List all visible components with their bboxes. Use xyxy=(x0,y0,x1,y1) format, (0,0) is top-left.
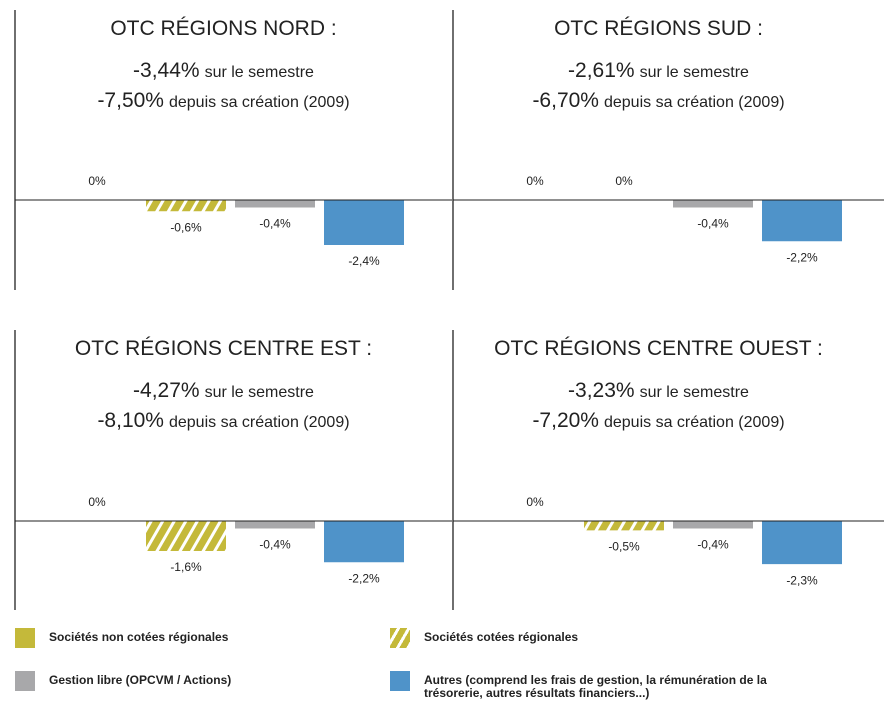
bar xyxy=(146,521,226,551)
stat-text: depuis sa création (2009) xyxy=(169,414,350,431)
data-label: 0% xyxy=(88,495,106,509)
charts: OTC RÉGIONS NORD :-3,44% sur le semestre-… xyxy=(14,10,884,610)
stat-text: sur le semestre xyxy=(640,384,749,401)
data-label: -1,6% xyxy=(170,560,202,574)
stat-line: -7,20% depuis sa création (2009) xyxy=(532,409,784,432)
legend-label: Autres (comprend les frais de gestion, l… xyxy=(424,673,767,700)
chart-title: OTC RÉGIONS SUD : xyxy=(554,17,763,40)
bar xyxy=(584,521,664,531)
legend-item: Sociétés non cotées régionales xyxy=(15,628,355,648)
stat-value: -3,44% xyxy=(133,59,200,82)
bar xyxy=(762,200,842,242)
legend-swatch xyxy=(390,671,410,691)
data-label: -2,2% xyxy=(348,571,380,585)
data-label: 0% xyxy=(526,174,544,188)
stat-line: -8,10% depuis sa création (2009) xyxy=(97,409,349,432)
legend-label: Sociétés cotées régionales xyxy=(424,630,579,644)
stat-line: -7,50% depuis sa création (2009) xyxy=(97,89,349,112)
bar xyxy=(324,521,404,563)
data-label: -0,4% xyxy=(259,538,291,552)
data-label: 0% xyxy=(88,174,106,188)
bar xyxy=(762,521,842,565)
stat-value: -7,50% xyxy=(97,89,164,112)
stat-value: -4,27% xyxy=(133,379,200,402)
bar xyxy=(235,521,315,529)
stat-value: -6,70% xyxy=(532,89,599,112)
stat-line: -4,27% sur le semestre xyxy=(133,379,314,402)
chart-title: OTC RÉGIONS CENTRE EST : xyxy=(75,337,372,360)
bar xyxy=(324,200,404,245)
legend-swatch xyxy=(15,671,35,691)
data-label: -0,4% xyxy=(697,217,729,231)
data-label: -0,6% xyxy=(170,220,202,234)
legend-item: Sociétés cotées régionales xyxy=(390,628,730,648)
stat-text: depuis sa création (2009) xyxy=(169,94,350,111)
stat-value: -7,20% xyxy=(532,409,599,432)
legend-item: Gestion libre (OPCVM / Actions) xyxy=(15,671,355,691)
data-label: -2,2% xyxy=(786,250,818,264)
chart-title: OTC RÉGIONS CENTRE OUEST : xyxy=(494,337,823,360)
chart-title: OTC RÉGIONS NORD : xyxy=(110,17,336,40)
data-label: -0,4% xyxy=(259,217,291,231)
stat-text: depuis sa création (2009) xyxy=(604,94,785,111)
stat-line: -3,23% sur le semestre xyxy=(568,379,749,402)
stat-line: -6,70% depuis sa création (2009) xyxy=(532,89,784,112)
stat-text: sur le semestre xyxy=(640,64,749,81)
bar xyxy=(235,200,315,208)
stat-text: sur le semestre xyxy=(205,384,314,401)
stat-line: -2,61% sur le semestre xyxy=(568,59,749,82)
bar xyxy=(146,200,226,212)
legend-swatch xyxy=(15,628,35,648)
bar xyxy=(673,200,753,208)
stat-value: -3,23% xyxy=(568,379,635,402)
legend-label: Gestion libre (OPCVM / Actions) xyxy=(49,673,232,687)
stat-text: depuis sa création (2009) xyxy=(604,414,785,431)
bar xyxy=(673,521,753,529)
data-label: -2,3% xyxy=(786,573,818,587)
stat-value: -2,61% xyxy=(568,59,635,82)
data-label: 0% xyxy=(615,174,633,188)
stat-value: -8,10% xyxy=(97,409,164,432)
data-label: -0,5% xyxy=(608,540,640,554)
data-label: -0,4% xyxy=(697,538,729,552)
data-label: -2,4% xyxy=(348,254,380,268)
stat-text: sur le semestre xyxy=(205,64,314,81)
data-label: 0% xyxy=(526,495,544,509)
stat-line: -3,44% sur le semestre xyxy=(133,59,314,82)
legend-label: Sociétés non cotées régionales xyxy=(49,630,229,644)
legend-swatch xyxy=(390,628,410,648)
legend-item: Autres (comprend les frais de gestion, l… xyxy=(390,671,810,700)
